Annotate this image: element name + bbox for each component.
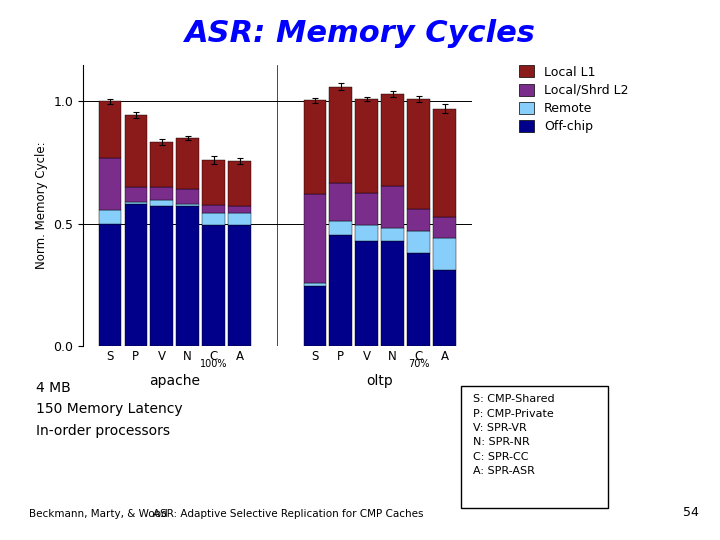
Text: apache: apache [149, 374, 200, 388]
Bar [176, 206, 199, 346]
Bar [433, 109, 456, 218]
Bar [433, 238, 456, 270]
Text: ASR: Memory Cycles: ASR: Memory Cycles [184, 19, 536, 48]
Bar [202, 225, 225, 346]
Bar [433, 218, 456, 238]
Text: In-order processors: In-order processors [36, 424, 170, 438]
Bar [408, 209, 430, 231]
Bar [125, 204, 147, 346]
Text: S: CMP-Shared
P: CMP-Private
V: SPR-VR
N: SPR-NR
C: SPR-CC
A: SPR-ASR: S: CMP-Shared P: CMP-Private V: SPR-VR N… [473, 394, 554, 476]
Bar [125, 187, 147, 201]
Bar [176, 190, 199, 204]
Text: 54: 54 [683, 507, 698, 519]
Bar [330, 183, 352, 221]
Bar [125, 115, 147, 187]
Bar [356, 241, 378, 346]
Bar [382, 186, 404, 228]
Legend: Local L1, Local/Shrd L2, Remote, Off-chip: Local L1, Local/Shrd L2, Remote, Off-chi… [519, 65, 629, 133]
Bar [356, 99, 378, 193]
Text: 150 Memory Latency: 150 Memory Latency [36, 402, 183, 416]
Bar [150, 206, 173, 346]
Bar [228, 213, 251, 225]
Bar [228, 161, 251, 206]
Bar [304, 194, 326, 284]
Bar [408, 231, 430, 253]
Text: oltp: oltp [366, 374, 393, 388]
Bar [408, 99, 430, 209]
Text: ASR: Adaptive Selective Replication for CMP Caches: ASR: Adaptive Selective Replication for … [153, 509, 423, 519]
Bar [202, 160, 225, 205]
Bar [176, 204, 199, 206]
Bar [228, 206, 251, 213]
Text: Beckmann, Marty, & Wood: Beckmann, Marty, & Wood [29, 509, 168, 519]
Bar [99, 224, 121, 346]
Bar [125, 201, 147, 204]
Bar [304, 284, 326, 286]
Text: 4 MB: 4 MB [36, 381, 71, 395]
Bar [99, 102, 121, 158]
Bar [433, 270, 456, 346]
Text: 100%: 100% [200, 359, 228, 369]
Bar [330, 87, 352, 183]
Y-axis label: Norm. Memory Cycle:: Norm. Memory Cycle: [35, 141, 48, 269]
Bar [356, 193, 378, 225]
Bar [408, 253, 430, 346]
Bar [382, 241, 404, 346]
Bar [304, 100, 326, 194]
Bar [330, 221, 352, 234]
Bar [382, 228, 404, 241]
Bar [99, 210, 121, 224]
Bar [228, 225, 251, 346]
Text: 70%: 70% [408, 359, 429, 369]
Bar [356, 225, 378, 241]
Bar [304, 286, 326, 346]
Bar [99, 158, 121, 210]
Bar [330, 234, 352, 346]
Bar [382, 94, 404, 186]
Bar [150, 141, 173, 187]
Bar [202, 213, 225, 225]
Bar [176, 138, 199, 190]
Bar [202, 205, 225, 213]
Bar [150, 200, 173, 206]
Bar [150, 187, 173, 200]
